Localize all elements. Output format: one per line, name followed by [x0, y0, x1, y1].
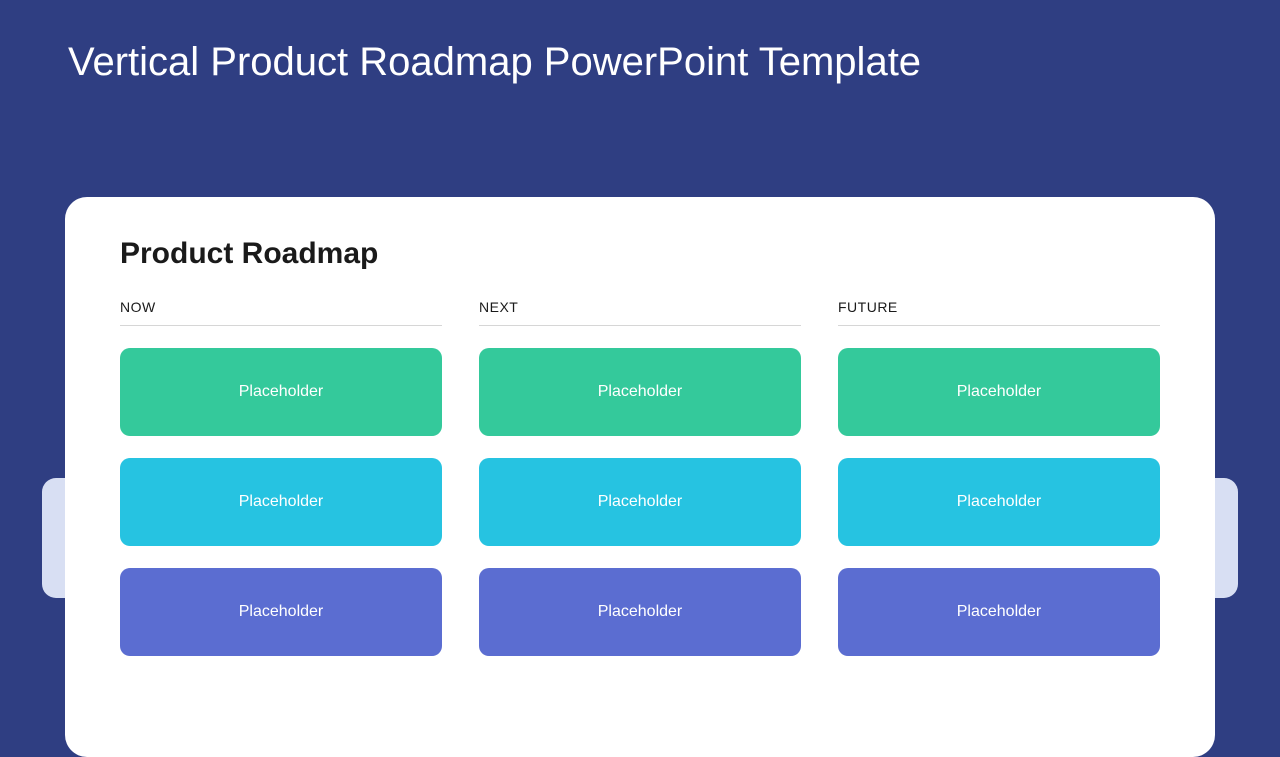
roadmap-tile: Placeholder [838, 568, 1160, 656]
slide-title: Vertical Product Roadmap PowerPoint Temp… [0, 0, 1280, 85]
tile-label: Placeholder [239, 383, 324, 401]
column-future: FUTURE Placeholder Placeholder Placehold… [838, 299, 1160, 678]
column-next: NEXT Placeholder Placeholder Placeholder [479, 299, 801, 678]
tile-label: Placeholder [598, 603, 683, 621]
tile-label: Placeholder [957, 383, 1042, 401]
column-header: NOW [120, 299, 442, 326]
tile-label: Placeholder [239, 603, 324, 621]
roadmap-tile: Placeholder [838, 348, 1160, 436]
column-header: FUTURE [838, 299, 1160, 326]
roadmap-tile: Placeholder [120, 348, 442, 436]
roadmap-tile: Placeholder [120, 458, 442, 546]
roadmap-tile: Placeholder [479, 568, 801, 656]
roadmap-tile: Placeholder [120, 568, 442, 656]
roadmap-card: Product Roadmap NOW Placeholder Placehol… [65, 197, 1215, 757]
card-title: Product Roadmap [120, 237, 1160, 271]
tile-label: Placeholder [598, 383, 683, 401]
roadmap-tile: Placeholder [479, 458, 801, 546]
column-header: NEXT [479, 299, 801, 326]
roadmap-tile: Placeholder [838, 458, 1160, 546]
tile-label: Placeholder [957, 603, 1042, 621]
roadmap-tile: Placeholder [479, 348, 801, 436]
tile-label: Placeholder [598, 493, 683, 511]
tile-label: Placeholder [957, 493, 1042, 511]
column-now: NOW Placeholder Placeholder Placeholder [120, 299, 442, 678]
tile-label: Placeholder [239, 493, 324, 511]
columns-container: NOW Placeholder Placeholder Placeholder … [120, 299, 1160, 678]
